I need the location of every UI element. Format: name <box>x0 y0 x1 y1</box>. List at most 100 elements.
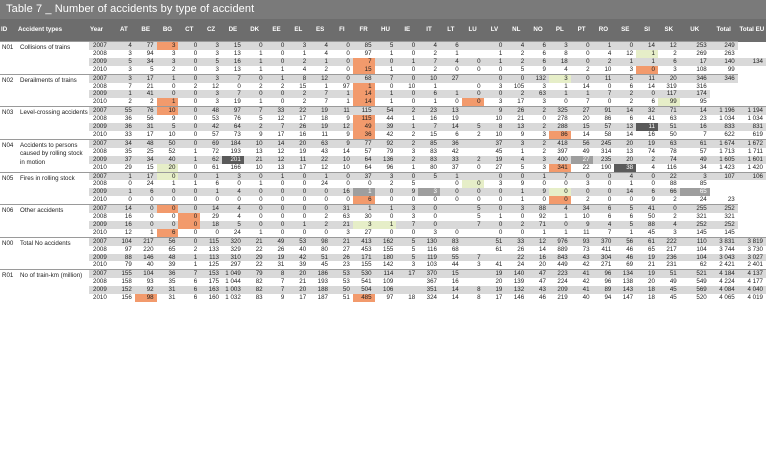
value-cell: 158 <box>113 278 135 287</box>
table-row: N06 Other accidents 2007 14 0 0 0 14 4 0 0 0 0 31 1 1 3 0… <box>0 204 766 238</box>
value-cell: 5 <box>113 57 135 66</box>
value-cell: 541 <box>352 278 375 287</box>
value-cell: 38 <box>614 163 637 172</box>
value-cell: 20 <box>483 278 506 287</box>
table-row: 2008 0 24 1 1 6 0 1 0 0 24 0 0 2 5 0 0 3 9 0 0 3 0 1 0 88 85 <box>0 180 766 189</box>
value-cell: 9 <box>570 220 593 229</box>
value-cell: 2 <box>461 130 484 140</box>
value-cell: 8 <box>461 286 484 295</box>
value-cell: 1 <box>352 188 375 197</box>
value-cell: 88 <box>527 204 549 214</box>
value-cell: 1 <box>243 228 266 238</box>
value-cell: 0 <box>243 171 266 181</box>
value-cell: 45 <box>636 228 658 238</box>
value-cell: 140 <box>505 269 528 279</box>
value-cell: 3 <box>200 90 222 99</box>
value-cell: 74 <box>636 147 658 156</box>
value-cell: 31 <box>134 123 157 131</box>
column-header: PT <box>570 19 593 42</box>
value-cell: 7 <box>221 73 244 83</box>
value-cell: 143 <box>614 286 637 295</box>
value-cell: 86 <box>592 115 615 124</box>
value-cell: 0 <box>156 171 179 181</box>
value-cell: 1 034 <box>709 115 738 124</box>
value-cell: 64 <box>352 163 375 172</box>
value-cell: 304 <box>592 253 615 262</box>
value-cell: 134 <box>614 269 637 279</box>
value-cell: 22 <box>309 155 331 164</box>
value-cell: 21 <box>243 236 266 246</box>
value-cell: 92 <box>374 138 397 148</box>
value-cell: 20 <box>287 286 310 295</box>
value-cell: 14 <box>570 130 593 140</box>
value-cell: 253 <box>679 40 710 50</box>
value-cell: 4 <box>592 220 615 229</box>
value-cell: 31 <box>156 294 179 302</box>
value-cell: 0 <box>265 49 288 58</box>
value-cell: 130 <box>418 236 440 246</box>
value-cell: 72 <box>200 147 222 156</box>
value-cell: 66 <box>657 188 680 197</box>
value-cell: 22 <box>657 171 680 181</box>
value-cell <box>461 236 484 246</box>
value-cell: 0 <box>178 106 201 116</box>
value-cell: 7 <box>418 57 440 66</box>
value-cell: 0 <box>156 196 179 205</box>
value-cell <box>418 180 440 189</box>
value-cell: 6 <box>439 130 462 140</box>
value-cell: 73 <box>221 130 244 140</box>
value-cell: 42 <box>439 147 462 156</box>
value-cell: 0 <box>309 196 331 205</box>
value-cell <box>483 253 506 262</box>
value-cell: 4 <box>221 188 244 197</box>
value-cell: 485 <box>352 294 375 302</box>
value-cell: 45 <box>309 261 331 270</box>
value-cell: 1 672 <box>737 138 766 148</box>
value-cell: 62 <box>200 155 222 164</box>
value-cell: 10 <box>592 65 615 75</box>
value-cell: 49 <box>570 147 593 156</box>
value-cell: 65 <box>156 245 179 254</box>
row-id: N03 <box>0 106 17 140</box>
value-cell: 48 <box>156 253 179 262</box>
value-cell <box>461 228 484 238</box>
value-cell: 7 <box>396 220 419 229</box>
value-cell: 10 <box>483 115 506 124</box>
table-row: 2008 158 93 35 6 175 1 044 82 7 21 193 53 541 109 367 1… <box>0 278 766 287</box>
value-cell: 24 <box>505 261 528 270</box>
value-cell: 0 <box>657 204 680 214</box>
value-cell: 3 <box>418 188 440 197</box>
value-cell: 1 <box>570 90 593 99</box>
value-cell: 7 <box>265 123 288 131</box>
value-cell: 37 <box>352 171 375 181</box>
value-cell: 278 <box>548 115 571 124</box>
value-cell: 104 <box>679 253 710 262</box>
value-cell: 65 <box>679 188 710 197</box>
value-cell: 0 <box>309 204 331 214</box>
value-cell: 3 <box>113 65 135 75</box>
value-cell: 0 <box>439 196 462 205</box>
value-cell: 24 <box>221 228 244 238</box>
value-cell: 153 <box>200 269 222 279</box>
table-row: 2009 1 41 0 0 3 7 0 0 2 7 1 14 1 0 6 1 0 0 2 63 1 1 7 2 0 117 174 <box>0 90 766 99</box>
value-cell: 2 <box>418 65 440 75</box>
value-cell: 0 <box>461 163 484 172</box>
value-cell: 325 <box>548 106 571 116</box>
value-cell: 5 <box>461 123 484 131</box>
value-cell: 0 <box>374 228 397 238</box>
value-cell: 0 <box>548 98 571 107</box>
value-cell: 1 003 <box>221 286 244 295</box>
value-cell: 14 <box>636 82 658 91</box>
column-header: ES <box>309 19 331 42</box>
value-cell: 1 <box>374 65 397 75</box>
value-cell: 88 <box>657 180 680 189</box>
value-cell: 40 <box>287 245 310 254</box>
column-header: IE <box>396 19 419 42</box>
value-cell: 0 <box>330 180 353 189</box>
accident-type-label: Accidents to persons caused by rolling s… <box>17 138 89 172</box>
value-cell: 61 <box>679 138 710 148</box>
value-cell: 7 <box>113 82 135 91</box>
value-cell: 12 <box>657 40 680 50</box>
year-cell: 2009 <box>89 286 113 295</box>
value-cell: 0 <box>439 228 462 238</box>
